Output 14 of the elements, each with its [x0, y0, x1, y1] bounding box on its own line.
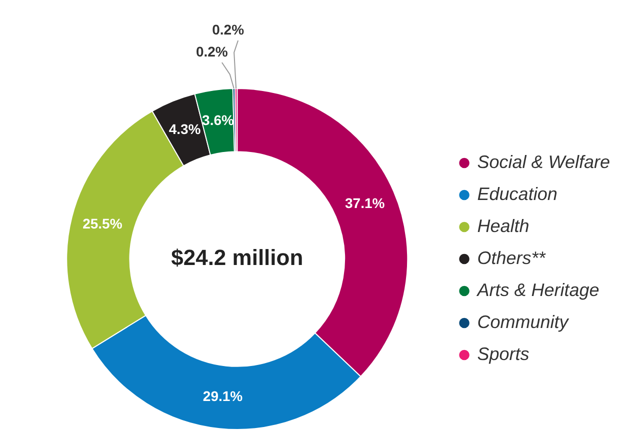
legend-label: Community [477, 312, 570, 332]
data-label: 4.3% [168, 121, 202, 138]
text: $24.2 million [171, 245, 304, 270]
legend-label: Education [477, 184, 558, 204]
data-label: 0.2% [212, 21, 245, 38]
legend-label: Sports [477, 344, 530, 364]
data-label: 29.1% [202, 388, 244, 404]
data-label: 0.2% [196, 43, 228, 60]
legend-label: Social & Welfare [477, 152, 610, 172]
legend-label: Arts & Heritage [476, 280, 600, 300]
data-label: 25.5% [82, 216, 123, 232]
data-label: 37.1% [344, 195, 386, 212]
legend-label: Health [477, 216, 530, 236]
legend-label: Others** [477, 248, 546, 268]
